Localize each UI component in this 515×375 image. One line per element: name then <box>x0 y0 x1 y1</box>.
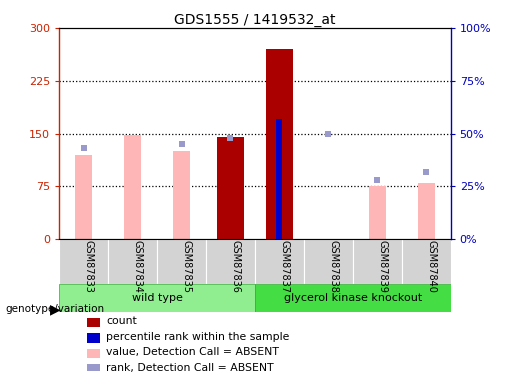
Bar <box>206 239 255 284</box>
Text: ▶: ▶ <box>50 302 61 316</box>
Bar <box>157 239 206 284</box>
Bar <box>418 183 435 239</box>
Text: value, Detection Call = ABSENT: value, Detection Call = ABSENT <box>106 347 279 357</box>
Text: glycerol kinase knockout: glycerol kinase knockout <box>284 293 422 303</box>
Bar <box>75 155 92 239</box>
Bar <box>59 284 255 312</box>
Bar <box>304 239 353 284</box>
Bar <box>87 318 100 327</box>
Text: genotype/variation: genotype/variation <box>5 304 104 314</box>
Bar <box>353 239 402 284</box>
Text: GSM87839: GSM87839 <box>377 240 387 293</box>
Text: GSM87837: GSM87837 <box>279 240 289 293</box>
Text: GSM87838: GSM87838 <box>329 240 338 293</box>
Bar <box>369 186 386 239</box>
Bar <box>277 119 282 239</box>
Bar <box>108 239 157 284</box>
Bar <box>124 135 141 239</box>
Text: wild type: wild type <box>132 293 182 303</box>
Title: GDS1555 / 1419532_at: GDS1555 / 1419532_at <box>174 13 336 27</box>
Text: GSM87836: GSM87836 <box>230 240 241 293</box>
Bar <box>173 151 190 239</box>
Text: GSM87840: GSM87840 <box>426 240 436 293</box>
Bar <box>87 364 100 374</box>
Bar <box>87 333 100 343</box>
Bar <box>87 349 100 358</box>
Bar <box>255 284 451 312</box>
Bar <box>266 49 293 239</box>
Text: GSM87835: GSM87835 <box>181 240 192 293</box>
Bar <box>255 239 304 284</box>
Bar <box>402 239 451 284</box>
Bar <box>59 239 108 284</box>
Text: GSM87834: GSM87834 <box>133 240 143 293</box>
Bar <box>217 137 244 239</box>
Text: GSM87833: GSM87833 <box>83 240 94 293</box>
Text: percentile rank within the sample: percentile rank within the sample <box>106 332 289 342</box>
Text: rank, Detection Call = ABSENT: rank, Detection Call = ABSENT <box>106 363 274 373</box>
Text: count: count <box>106 316 137 326</box>
Bar <box>271 135 288 239</box>
